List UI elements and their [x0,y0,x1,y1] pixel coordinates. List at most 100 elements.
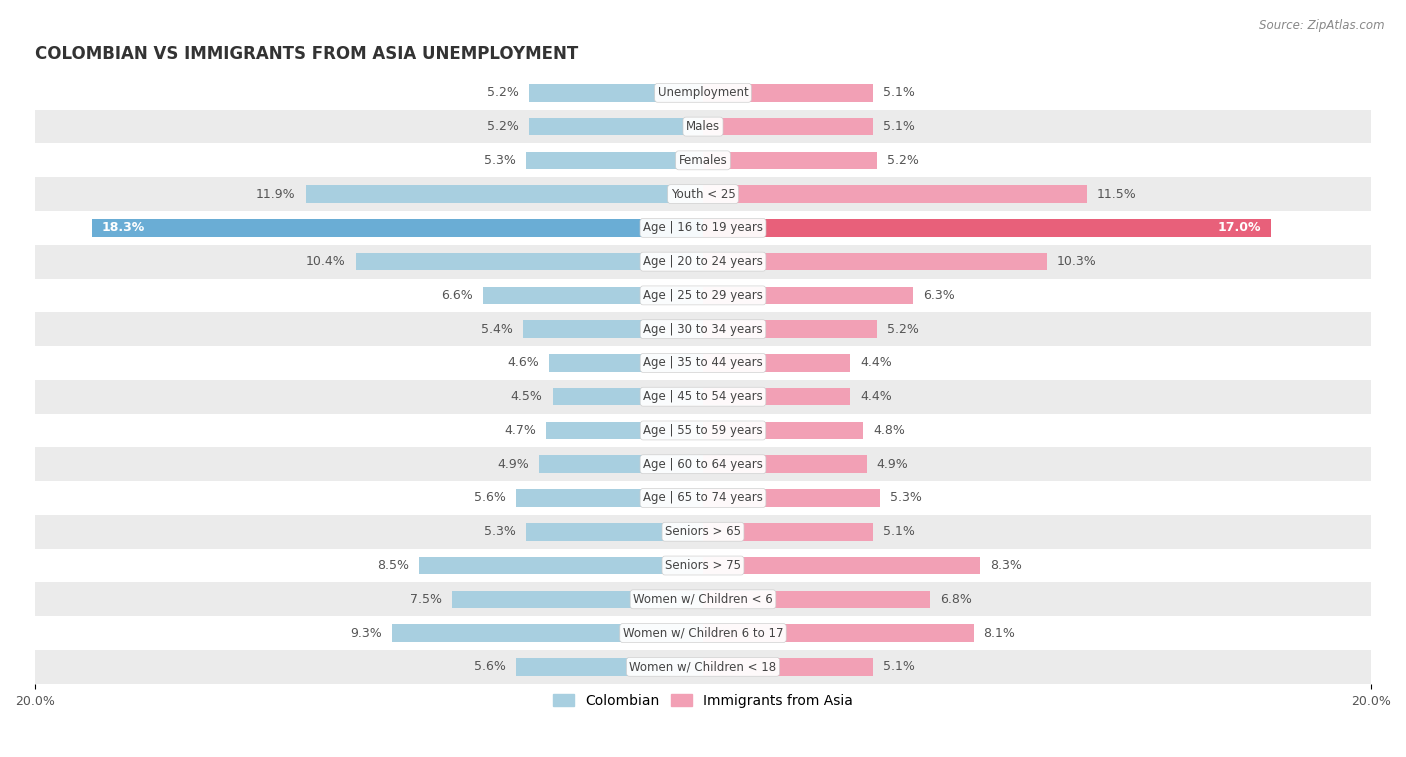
Text: 8.1%: 8.1% [984,627,1015,640]
Text: Youth < 25: Youth < 25 [671,188,735,201]
FancyBboxPatch shape [35,481,1371,515]
FancyBboxPatch shape [35,144,1371,177]
Bar [703,556,980,575]
FancyBboxPatch shape [35,110,1371,144]
Bar [703,658,873,675]
FancyBboxPatch shape [35,177,1371,211]
Bar [516,489,703,506]
Text: Age | 16 to 19 years: Age | 16 to 19 years [643,221,763,235]
Bar [703,84,873,101]
FancyBboxPatch shape [35,346,1371,380]
Text: Age | 55 to 59 years: Age | 55 to 59 years [643,424,763,437]
Text: Age | 20 to 24 years: Age | 20 to 24 years [643,255,763,268]
FancyBboxPatch shape [35,279,1371,313]
Text: 11.9%: 11.9% [256,188,295,201]
Text: 5.1%: 5.1% [883,120,915,133]
Bar [703,523,873,540]
Text: 5.3%: 5.3% [890,491,922,504]
Text: 6.3%: 6.3% [924,289,955,302]
Text: Source: ZipAtlas.com: Source: ZipAtlas.com [1260,19,1385,32]
FancyBboxPatch shape [35,650,1371,684]
FancyBboxPatch shape [35,515,1371,549]
Bar [550,354,703,372]
Bar [703,185,1087,203]
Text: Age | 60 to 64 years: Age | 60 to 64 years [643,458,763,471]
Text: Age | 35 to 44 years: Age | 35 to 44 years [643,357,763,369]
Bar [703,354,851,372]
FancyBboxPatch shape [35,582,1371,616]
Bar [703,625,973,642]
Text: Women w/ Children < 6: Women w/ Children < 6 [633,593,773,606]
Bar [305,185,703,203]
FancyBboxPatch shape [35,211,1371,245]
Bar [703,287,914,304]
Text: 4.4%: 4.4% [860,390,891,403]
Bar [516,658,703,675]
Text: 5.2%: 5.2% [887,154,918,167]
Bar [529,118,703,136]
Text: 5.1%: 5.1% [883,86,915,99]
Text: 7.5%: 7.5% [411,593,443,606]
Legend: Colombian, Immigrants from Asia: Colombian, Immigrants from Asia [548,688,858,713]
Bar [546,422,703,439]
Text: 4.5%: 4.5% [510,390,543,403]
Text: Age | 45 to 54 years: Age | 45 to 54 years [643,390,763,403]
Text: 11.5%: 11.5% [1097,188,1137,201]
Text: 5.3%: 5.3% [484,525,516,538]
Bar [703,253,1047,270]
Bar [529,84,703,101]
Text: 5.1%: 5.1% [883,660,915,673]
Text: Males: Males [686,120,720,133]
Bar [703,422,863,439]
Text: 4.7%: 4.7% [505,424,536,437]
Text: 5.2%: 5.2% [488,86,519,99]
Text: Age | 25 to 29 years: Age | 25 to 29 years [643,289,763,302]
Bar [703,388,851,406]
Bar [523,320,703,338]
FancyBboxPatch shape [35,616,1371,650]
Text: 4.4%: 4.4% [860,357,891,369]
Text: 5.6%: 5.6% [474,660,506,673]
FancyBboxPatch shape [35,413,1371,447]
Text: 10.3%: 10.3% [1057,255,1097,268]
Bar [392,625,703,642]
Text: Seniors > 65: Seniors > 65 [665,525,741,538]
Text: 5.4%: 5.4% [481,322,513,335]
Bar [703,320,877,338]
Text: 4.9%: 4.9% [877,458,908,471]
Text: 5.1%: 5.1% [883,525,915,538]
Bar [482,287,703,304]
Bar [540,456,703,473]
Text: 5.6%: 5.6% [474,491,506,504]
Text: 9.3%: 9.3% [350,627,382,640]
Text: Unemployment: Unemployment [658,86,748,99]
Bar [526,523,703,540]
Bar [526,151,703,169]
Text: 5.2%: 5.2% [887,322,918,335]
Bar [553,388,703,406]
Text: 17.0%: 17.0% [1218,221,1261,235]
Text: 4.6%: 4.6% [508,357,540,369]
FancyBboxPatch shape [35,447,1371,481]
Bar [703,219,1271,237]
Text: Females: Females [679,154,727,167]
Bar [703,118,873,136]
Bar [703,151,877,169]
Text: 6.8%: 6.8% [941,593,972,606]
Text: 5.2%: 5.2% [488,120,519,133]
Text: 8.5%: 8.5% [377,559,409,572]
FancyBboxPatch shape [35,245,1371,279]
Text: 18.3%: 18.3% [101,221,145,235]
FancyBboxPatch shape [35,313,1371,346]
Bar [703,456,866,473]
Text: Women w/ Children < 18: Women w/ Children < 18 [630,660,776,673]
Bar [419,556,703,575]
Text: 4.8%: 4.8% [873,424,905,437]
Text: Women w/ Children 6 to 17: Women w/ Children 6 to 17 [623,627,783,640]
Text: 10.4%: 10.4% [307,255,346,268]
Text: Age | 65 to 74 years: Age | 65 to 74 years [643,491,763,504]
Bar [703,590,931,608]
Bar [91,219,703,237]
Text: 8.3%: 8.3% [990,559,1022,572]
Text: COLOMBIAN VS IMMIGRANTS FROM ASIA UNEMPLOYMENT: COLOMBIAN VS IMMIGRANTS FROM ASIA UNEMPL… [35,45,578,64]
